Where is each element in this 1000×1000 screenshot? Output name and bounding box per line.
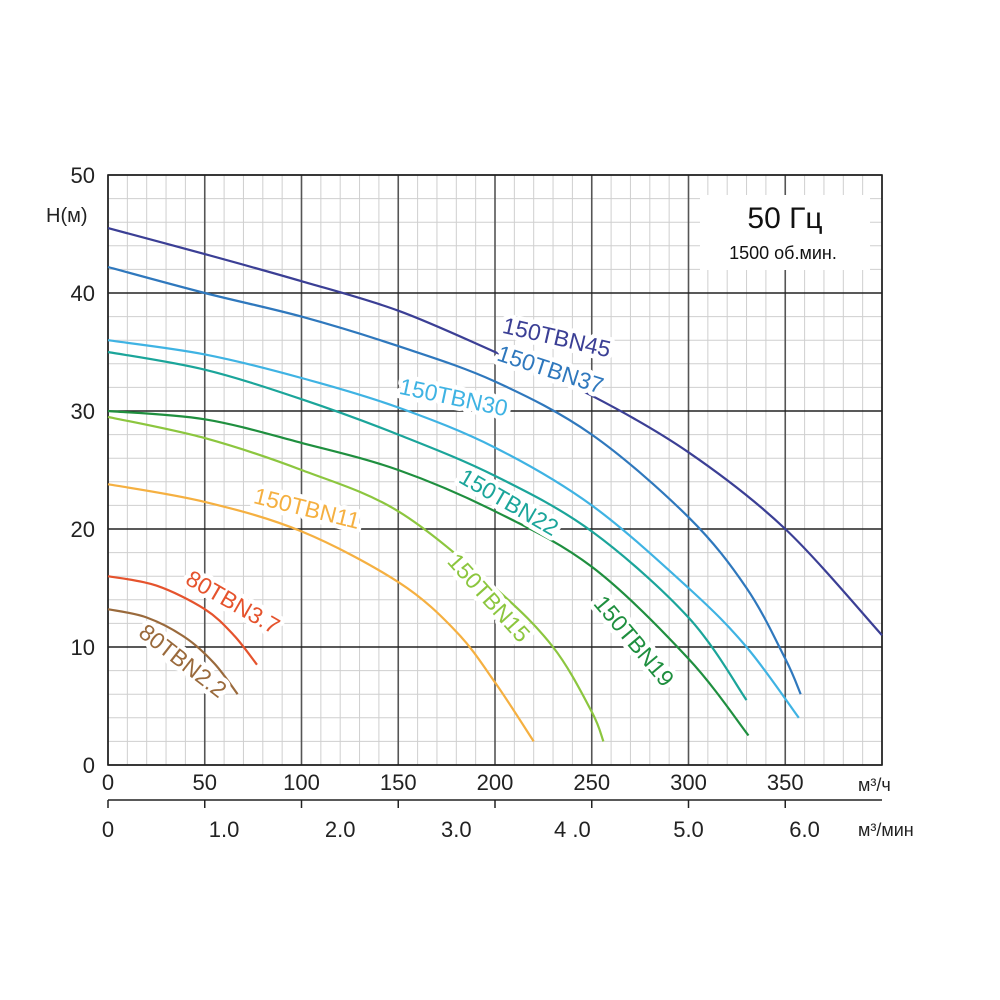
series-line-150TBN19: [107, 409, 750, 737]
y-axis-ticks: 0 10 20 30 40 50: [71, 163, 95, 778]
x-tick-label-secondary: 0: [102, 817, 114, 842]
x-tick-label-primary: 200: [477, 770, 514, 795]
x-tick-label-primary: 150: [380, 770, 417, 795]
y-tick-label: 50: [71, 163, 95, 188]
series-line-150TBN15: [107, 415, 605, 742]
series-label-150TBN11: 150TBN11: [251, 483, 362, 534]
x-unit-secondary: м³/мин: [858, 820, 914, 840]
y-tick-label: 30: [71, 399, 95, 424]
series-label-80TBN2.2: 80TBN2.2: [134, 619, 232, 703]
x-tick-label-secondary: 3.0: [441, 817, 472, 842]
plot-frame: [107, 174, 883, 766]
x-tick-label-secondary: 2.0: [325, 817, 356, 842]
x-tick-label-secondary: 6.0: [789, 817, 820, 842]
frequency-title: 50 Гц: [747, 202, 822, 235]
series-line-80TBN3.7: [107, 575, 258, 666]
x-tick-label-secondary: 1.0: [209, 817, 240, 842]
series-line-80TBN2.2: [107, 608, 239, 695]
x-unit-primary: м³/ч: [858, 775, 891, 795]
series-line-150TBN37: [107, 265, 802, 695]
x-tick-label-primary: 250: [573, 770, 610, 795]
series-line-150TBN22: [107, 350, 748, 701]
y-tick-label: 10: [71, 635, 95, 660]
series-line-150TBN30: [107, 339, 800, 719]
y-axis-label: H(м): [46, 205, 88, 227]
x-tick-label-primary: 0: [102, 770, 114, 795]
grid-major: [107, 174, 883, 766]
curves: [107, 227, 883, 743]
x-tick-label-primary: 100: [283, 770, 320, 795]
y-tick-label: 20: [71, 517, 95, 542]
x-tick-label-secondary: 5.0: [673, 817, 704, 842]
y-tick-label: 40: [71, 281, 95, 306]
x-tick-label-primary: 350: [767, 770, 804, 795]
x-tick-label-primary: 300: [670, 770, 707, 795]
y-tick-label: 0: [83, 753, 95, 778]
series-line-150TBN11: [107, 483, 535, 743]
frequency-box: 50 Гц 1500 об.мин.: [700, 195, 870, 270]
x-tick-label-secondary: 4 .0: [554, 817, 591, 842]
frequency-subtitle: 1500 об.мин.: [729, 243, 837, 263]
curve-labels: 150TBN45150TBN37150TBN30150TBN22150TBN19…: [134, 312, 679, 703]
series-label-150TBN19: 150TBN19: [589, 590, 680, 691]
x-tick-label-primary: 50: [193, 770, 217, 795]
series-line-150TBN45: [107, 227, 883, 636]
x-axis-ticks: 0 50 100 150 200 250 300 350 0 1.0 2.0 3.0 4 .0 5.0 6.…: [102, 770, 882, 842]
